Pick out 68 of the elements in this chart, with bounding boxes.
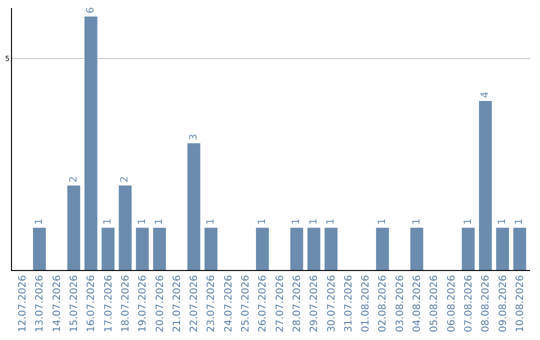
bar	[496, 228, 509, 270]
x-tick-label: 25.07.2026	[240, 275, 252, 332]
x-tick-label: 09.08.2026	[498, 275, 509, 332]
bar	[513, 228, 526, 270]
x-tick-label: 20.07.2026	[154, 275, 166, 332]
x-tick-label: 14.07.2026	[52, 275, 63, 332]
bar	[324, 228, 338, 270]
data-label: 1	[308, 218, 320, 225]
bar	[376, 228, 389, 270]
x-tick-label: 02.08.2026	[378, 275, 389, 332]
x-tick-label: 17.07.2026	[103, 275, 114, 332]
data-label: 1	[326, 218, 337, 225]
data-label: 1	[291, 218, 302, 225]
x-tick-label: 23.07.2026	[206, 275, 218, 332]
x-tick-label: 19.07.2026	[138, 275, 149, 332]
x-tick-label: 03.08.2026	[394, 275, 406, 332]
data-label: 6	[85, 7, 96, 14]
data-label: 1	[256, 218, 268, 225]
data-label: 4	[480, 92, 491, 98]
data-label: 1	[497, 218, 508, 225]
x-tick-label: 26.07.2026	[258, 275, 269, 332]
x-tick-label: 05.08.2026	[429, 275, 440, 332]
data-label: 1	[102, 218, 114, 225]
x-tick-label: 07.08.2026	[464, 275, 474, 332]
bar	[33, 228, 46, 270]
x-tick-label: 12.07.2026	[18, 275, 29, 332]
bar	[307, 228, 320, 270]
bar	[204, 228, 218, 270]
data-label: 1	[514, 218, 526, 225]
data-label: 2	[120, 176, 131, 182]
bar	[84, 16, 98, 270]
x-tick-label: 21.07.2026	[172, 275, 183, 332]
x-tick-label: 16.07.2026	[86, 275, 98, 332]
x-tick-label: 31.07.2026	[343, 275, 354, 332]
x-tick-label: 24.07.2026	[223, 275, 234, 332]
x-tick-label: 13.07.2026	[34, 275, 46, 332]
x-tick-label: 04.08.2026	[412, 275, 424, 332]
bar	[153, 228, 166, 270]
bar	[410, 228, 424, 270]
bar	[118, 185, 132, 270]
bar	[102, 228, 114, 270]
bar	[187, 143, 200, 270]
data-label: 1	[154, 218, 166, 225]
x-tick-label: 28.07.2026	[292, 275, 303, 332]
x-tick-label: 06.08.2026	[446, 275, 458, 332]
x-tick-label: 18.07.2026	[120, 275, 132, 332]
x-tick-label: 01.08.2026	[360, 275, 372, 332]
x-tick-label: 15.07.2026	[69, 275, 80, 332]
bar	[462, 228, 475, 270]
data-label: 1	[205, 218, 216, 225]
x-tick-label: 30.07.2026	[326, 275, 338, 332]
x-tick-label: 10.08.2026	[514, 275, 526, 332]
data-label: 1	[34, 218, 45, 225]
data-label: 3	[188, 134, 200, 140]
x-tick-label: 22.07.2026	[189, 275, 200, 332]
bar	[256, 228, 269, 270]
data-label: 1	[411, 218, 422, 225]
x-tick-label: 27.07.2026	[274, 275, 286, 332]
bar	[67, 185, 80, 270]
bar	[478, 100, 492, 270]
data-label: 1	[376, 218, 388, 225]
data-label: 1	[462, 218, 474, 225]
x-tick-label: 08.08.2026	[480, 275, 492, 332]
data-label: 1	[136, 218, 148, 225]
x-tick-label: 29.07.2026	[309, 275, 320, 332]
bar	[290, 228, 304, 270]
bar	[136, 228, 149, 270]
data-label: 2	[68, 176, 80, 182]
